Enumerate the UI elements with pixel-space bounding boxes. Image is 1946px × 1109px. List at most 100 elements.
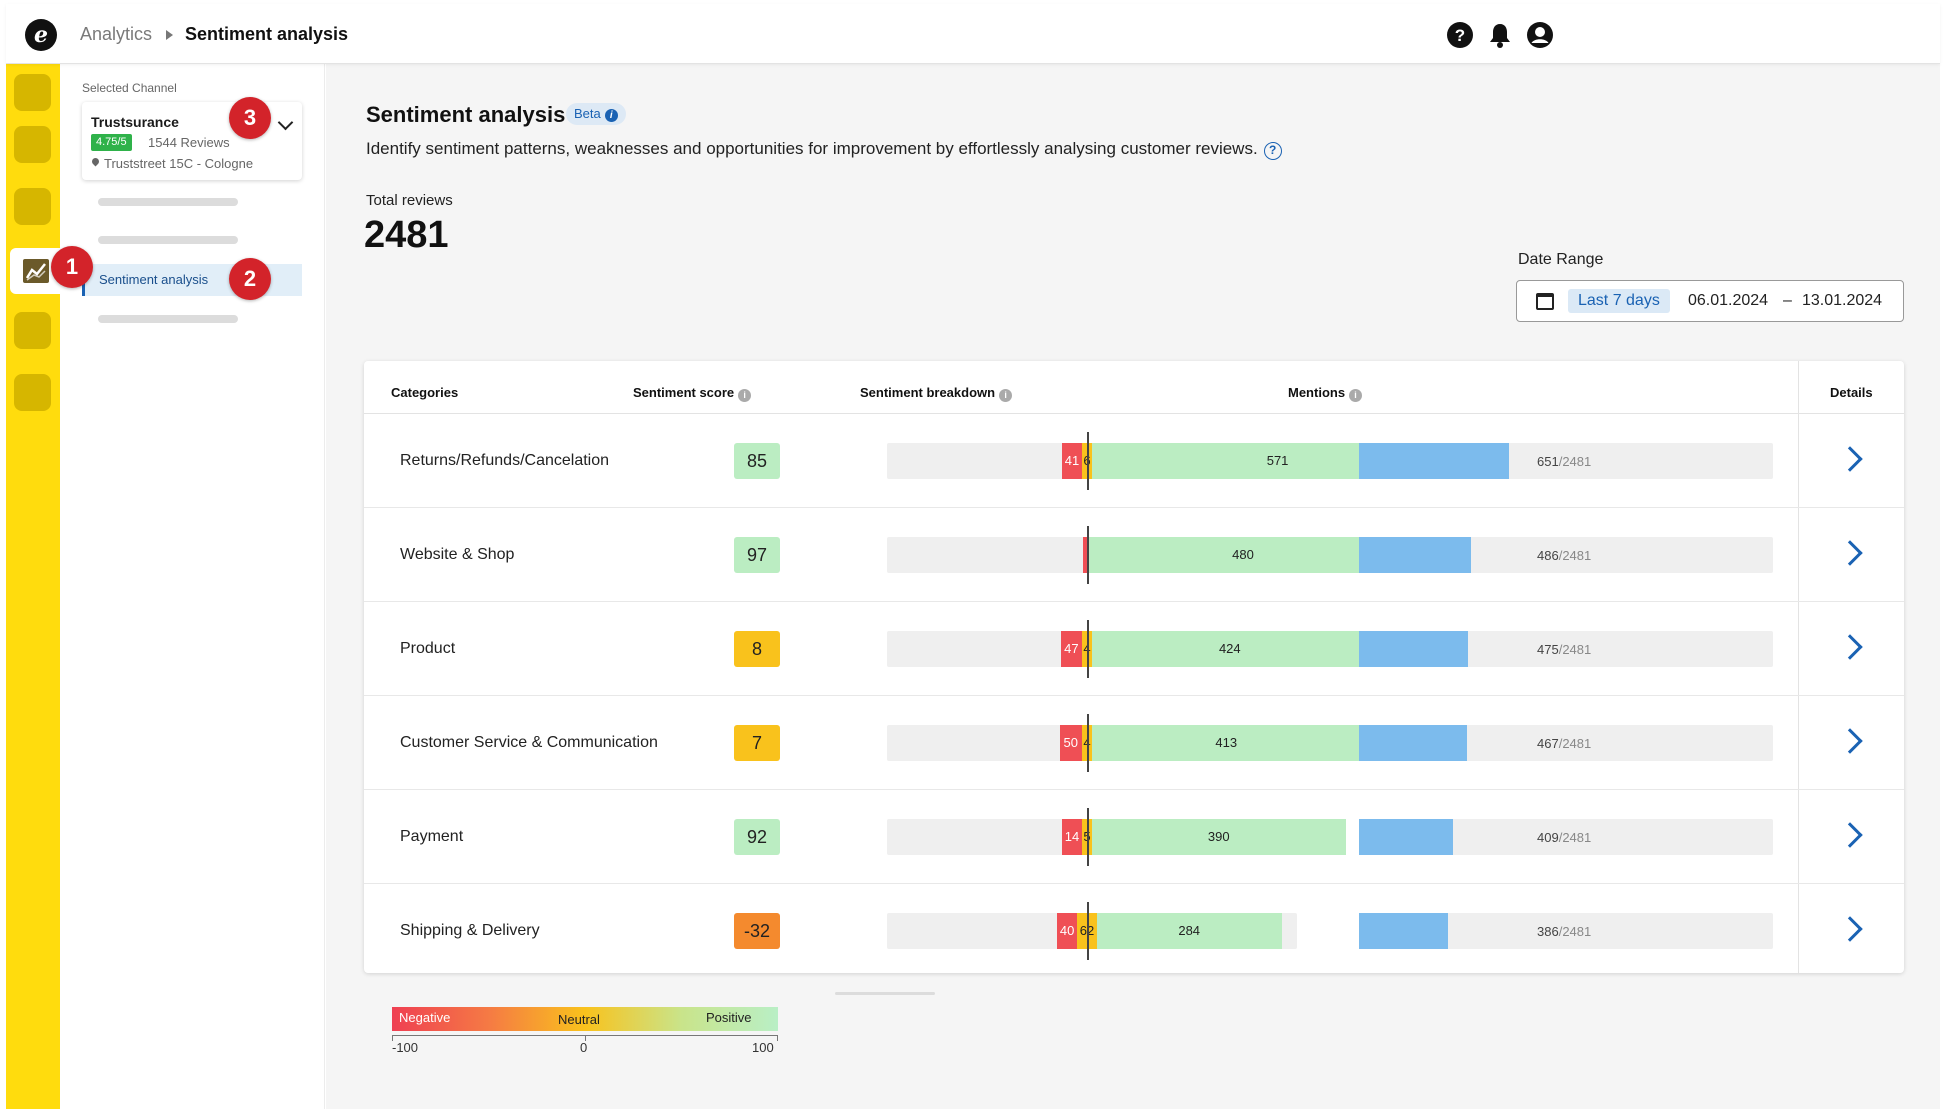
- date-range-picker[interactable]: Last 7 days 06.01.2024 – 13.01.2024: [1516, 280, 1904, 322]
- neutral-center-line: [1087, 902, 1089, 960]
- sentiment-breakdown-bar[interactable]: 4062284: [887, 902, 1297, 960]
- negative-segment: 40: [1057, 913, 1078, 949]
- legend-tick: [392, 1035, 393, 1041]
- bell-icon[interactable]: [1486, 21, 1514, 49]
- chevron-right-icon[interactable]: [1837, 446, 1863, 472]
- rail-item-2[interactable]: [14, 126, 51, 163]
- sentiment-score: -32: [734, 913, 780, 949]
- account-icon[interactable]: [1526, 21, 1554, 49]
- category-name: Payment: [400, 828, 464, 845]
- sidebar-item-label: Sentiment analysis: [99, 272, 209, 287]
- positive-segment: 480: [1087, 537, 1399, 573]
- breadcrumb-analytics[interactable]: Analytics: [80, 24, 153, 44]
- mentions-count: 467/2481: [1537, 736, 1591, 751]
- channel-rating-badge: 4.75/5: [91, 134, 132, 151]
- rail-item-5[interactable]: [14, 312, 51, 349]
- table-row[interactable]: Product 8 474424 475/2481: [364, 602, 1904, 696]
- neutral-segment: 62: [1077, 913, 1097, 949]
- mentions-bar: 651/2481: [1359, 443, 1773, 479]
- rail-item-3[interactable]: [14, 188, 51, 225]
- legend-positive: Positive: [706, 1010, 752, 1025]
- breadcrumb-current: Sentiment analysis: [185, 24, 349, 44]
- sentiment-score: 85: [734, 443, 780, 479]
- date-separator: –: [1783, 292, 1792, 309]
- mentions-value: 467: [1537, 736, 1559, 751]
- mentions-total: /2481: [1558, 548, 1592, 563]
- date-from: 06.01.2024: [1688, 292, 1769, 309]
- table-row[interactable]: Shipping & Delivery -32 4062284 386/2481: [364, 884, 1904, 978]
- nav-skeleton-item: [98, 236, 238, 244]
- beta-badge[interactable]: Beta i: [566, 103, 626, 125]
- breadcrumb-separator-icon: [166, 30, 173, 40]
- info-icon[interactable]: i: [738, 389, 752, 402]
- info-icon[interactable]: i: [1349, 389, 1363, 402]
- legend-tick-label: 0: [580, 1040, 588, 1055]
- neutral-center-line: [1087, 714, 1089, 772]
- nav-skeleton-item: [98, 315, 238, 323]
- category-name: Returns/Refunds/Cancelation: [400, 452, 610, 469]
- header-categories-label: Categories: [391, 385, 459, 400]
- side-panel: Selected Channel Trustsurance 4.75/5 154…: [60, 64, 325, 1109]
- annotation-badge-2: 2: [229, 258, 271, 300]
- app-logo[interactable]: e: [25, 19, 57, 51]
- table-header-divider: [364, 413, 1904, 414]
- help-circle-icon[interactable]: ?: [1263, 142, 1282, 160]
- positive-segment: 390: [1092, 819, 1346, 855]
- rail-item-6[interactable]: [14, 374, 51, 411]
- legend-neutral: Neutral: [558, 1012, 600, 1027]
- mentions-fill: [1359, 631, 1469, 667]
- nav-skeleton-item: [98, 198, 238, 206]
- sentiment-legend-gradient: [392, 1007, 778, 1031]
- chevron-down-icon[interactable]: [277, 114, 294, 131]
- location-pin-icon: [90, 156, 101, 167]
- neutral-center-line: [1087, 432, 1089, 490]
- mentions-fill: [1359, 537, 1471, 573]
- info-icon[interactable]: i: [999, 389, 1013, 402]
- channel-review-count: 1544 Reviews: [148, 135, 230, 150]
- rail-item-1[interactable]: [14, 74, 51, 111]
- sentiment-breakdown-bar[interactable]: 474424: [887, 620, 1368, 678]
- mentions-value: 486: [1537, 548, 1559, 563]
- mentions-total: /2481: [1558, 830, 1592, 845]
- negative-segment: 14: [1062, 819, 1082, 855]
- positive-segment: 284: [1096, 913, 1282, 949]
- legend-negative: Negative: [399, 1010, 451, 1025]
- chevron-right-icon[interactable]: [1837, 540, 1863, 566]
- chevron-right-icon[interactable]: [1837, 916, 1863, 942]
- date-range-label: Date Range: [1518, 251, 1604, 268]
- table-row[interactable]: Website & Shop 97 480 486/2481: [364, 508, 1904, 602]
- positive-segment: 424: [1092, 631, 1368, 667]
- mentions-bar: 475/2481: [1359, 631, 1773, 667]
- mentions-value: 386: [1537, 924, 1559, 939]
- mentions-fill: [1359, 913, 1448, 949]
- total-reviews-label: Total reviews: [366, 192, 453, 209]
- help-icon[interactable]: ?: [1446, 21, 1474, 49]
- sentiment-breakdown-bar[interactable]: 416571: [887, 432, 1464, 490]
- header-mentions-label: Mentions: [1288, 385, 1346, 400]
- mentions-total: /2481: [1558, 924, 1592, 939]
- page-title: Sentiment analysis: [366, 102, 566, 127]
- info-icon[interactable]: i: [604, 109, 618, 122]
- mentions-bar: 386/2481: [1359, 913, 1773, 949]
- chevron-right-icon[interactable]: [1837, 728, 1863, 754]
- date-preset-chip[interactable]: Last 7 days: [1568, 289, 1670, 313]
- table-row[interactable]: Customer Service & Communication75044134…: [364, 696, 1904, 790]
- table-row[interactable]: Returns/Refunds/Cancelation 85 416571 651/2…: [364, 414, 1904, 508]
- legend-tick: [585, 1035, 586, 1041]
- horizontal-scrollbar[interactable]: [835, 992, 935, 995]
- sentiment-breakdown-bar[interactable]: 480: [887, 526, 1399, 584]
- nav-rail: [6, 64, 66, 1109]
- neutral-center-line: [1087, 620, 1089, 678]
- mentions-value: 409: [1537, 830, 1559, 845]
- chevron-right-icon[interactable]: [1837, 822, 1863, 848]
- sentiment-breakdown-bar[interactable]: 145390: [887, 808, 1346, 866]
- sentiment-breakdown-bar[interactable]: 504413: [887, 714, 1361, 772]
- mentions-bar: 409/2481: [1359, 819, 1773, 855]
- category-name: Shipping & Delivery: [400, 922, 540, 939]
- chevron-right-icon[interactable]: [1837, 634, 1863, 660]
- mentions-bar: 486/2481: [1359, 537, 1773, 573]
- table-row[interactable]: Payment 92 145390 409/2481: [364, 790, 1904, 884]
- category-name: Product: [400, 640, 456, 657]
- svg-text:?: ?: [1455, 26, 1465, 45]
